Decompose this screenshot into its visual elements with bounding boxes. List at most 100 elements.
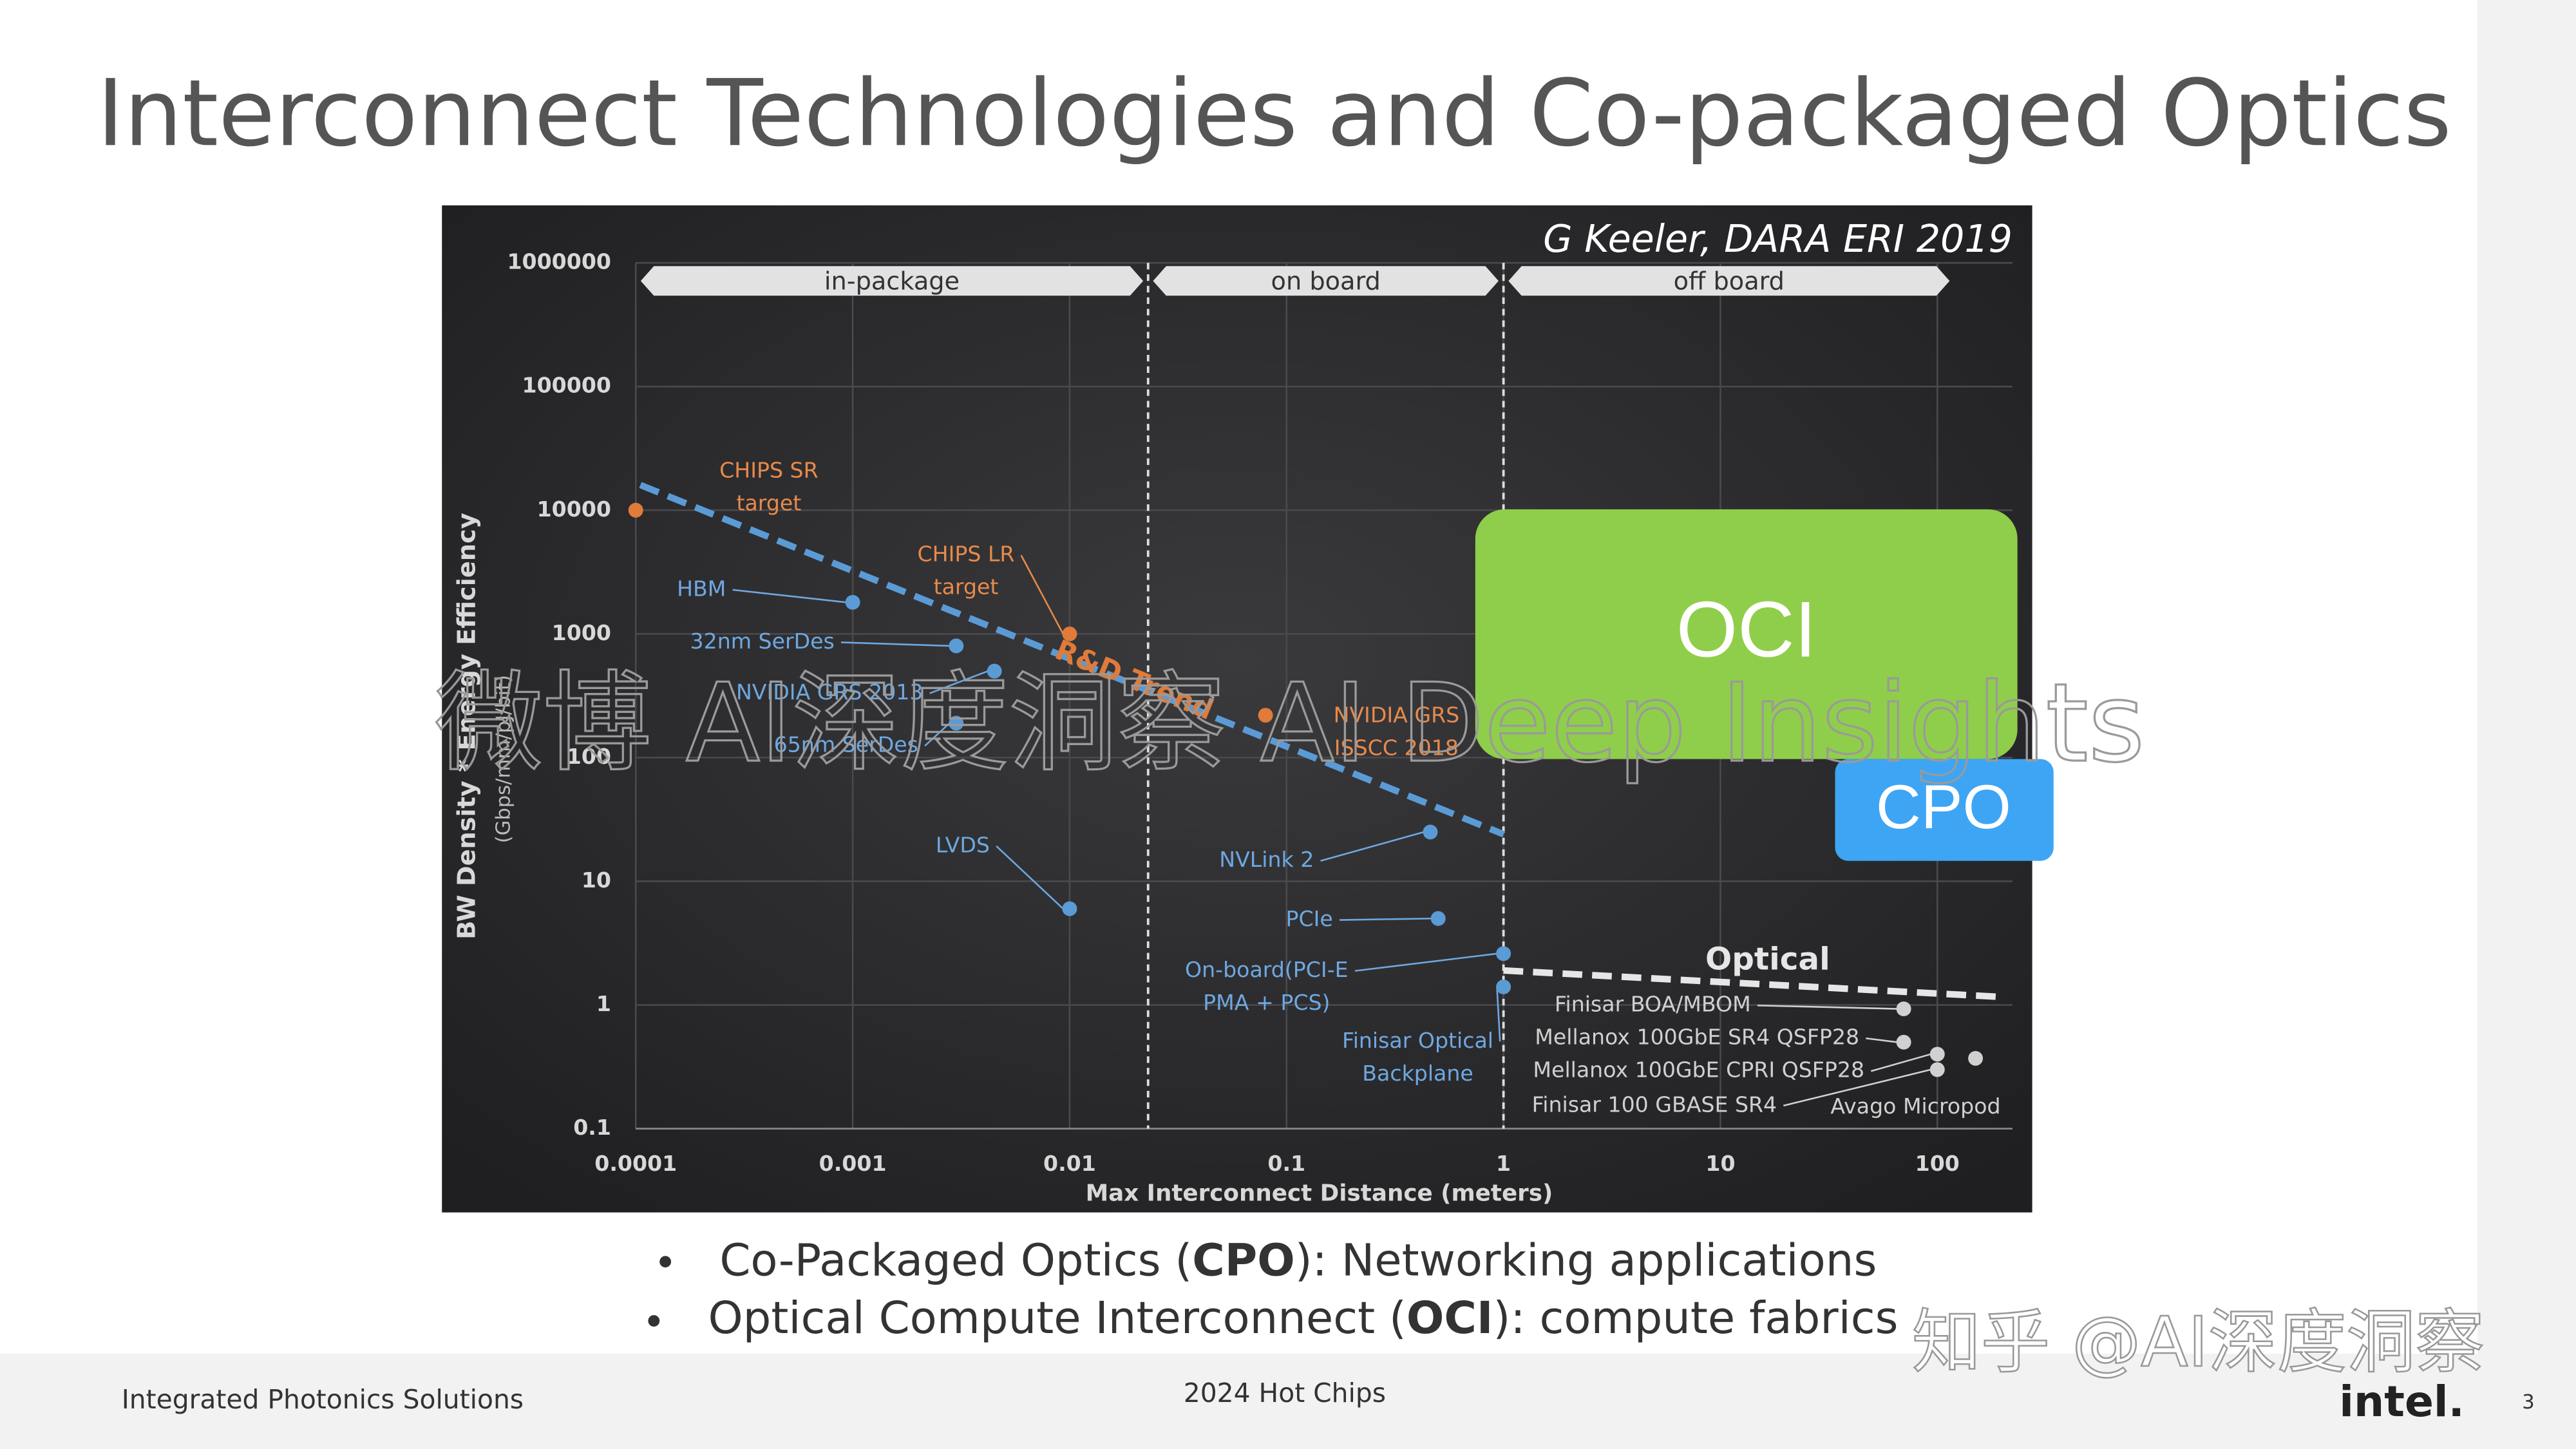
leader-line [1757,1004,1897,1010]
y-tick-label: 1000000 [507,249,611,274]
y-tick-label: 0.1 [573,1115,611,1140]
region-banner [1153,266,1499,296]
watermark: 微博 AI深度洞察 AI Deep Insights [435,660,2145,786]
point-label: CHIPS SR [719,458,819,483]
side-strip [2477,0,2576,1449]
data-point [1062,901,1077,916]
leader-line [1340,917,1432,921]
point-label: HBM [677,576,726,601]
y-axis-label: BW Density * Energy Efficiency [453,513,482,939]
data-point [1968,1050,1984,1066]
data-point [1496,946,1511,961]
point-label: NVIDIA GRS [1334,703,1460,728]
watermark: 知乎 @AI深度洞察 [1912,1303,2485,1383]
leader-line [841,641,950,647]
data-point [949,715,964,731]
plot: 0.1 1 10 100 1000 10000 100000 1000000 0.0001 0.0… [507,249,2012,1176]
trend-line [639,482,1505,838]
region-label: off board [1674,267,1785,296]
chart-source: G Keeler, DARA ERI 2019 [1543,217,2012,261]
point-label: ISSCC 2018 [1334,735,1459,761]
y-tick-label: 1 [596,991,611,1016]
point-label: Backplane [1362,1061,1473,1086]
bullet-text: OCI [1406,1293,1493,1344]
x-tick-label: 0.0001 [594,1151,677,1176]
point-label: 65nm SerDes [774,732,918,757]
bullet-dot [648,1315,660,1327]
leader-line [924,722,951,747]
y-axis-unit: (Gbps/mm/pJ/bit) [493,675,515,843]
footer-center: 2024 Hot Chips [1184,1378,1386,1408]
page-number: 3 [2522,1391,2534,1414]
trend-line [1503,967,2003,1001]
bullet-dot [659,1256,672,1268]
x-tick-label: 10 [1705,1151,1735,1176]
region-banner [640,266,1144,296]
data-point [1929,1062,1945,1077]
y-tick-label: 1000 [552,620,611,645]
data-point [845,594,860,610]
bullet-text: CPO [1192,1235,1295,1287]
point-label: Mellanox 100GbE SR4 QSFP28 [1535,1025,1859,1050]
leader-line [1496,987,1501,1042]
point-label: PMA + PCS) [1203,990,1330,1015]
bullet-text: ): Networking applications [1295,1235,1877,1287]
point-label: LVDS [936,832,990,857]
bullet: Optical Compute Interconnect (OCI): comp… [708,1293,1898,1344]
point-label: On-board(PCI-E [1185,957,1349,982]
data-point [1062,626,1077,641]
point-label: CHIPS LR [918,542,1015,567]
logo: intel. [2339,1376,2465,1426]
leader-line [732,589,847,603]
leader-line [1866,1037,1898,1043]
data-point [1896,1001,1911,1017]
bullet-text: Optical Compute Interconnect ( [708,1293,1406,1344]
region-label: on board [1271,267,1381,296]
region-label: in-package [824,267,960,296]
point-label: Finisar 100 GBASE SR4 [1532,1092,1777,1117]
data-point [1430,911,1446,926]
data-point [628,502,643,518]
footer-bar [0,1354,2576,1449]
footer-left: Integrated Photonics Solutions [122,1384,524,1415]
point-label: 32nm SerDes [690,629,835,654]
x-axis-label: Max Interconnect Distance (meters) [1086,1180,1553,1207]
leader-line [1870,1053,1931,1072]
y-tick-label: 10 [582,867,611,893]
trend-label: Optical [1705,941,1830,977]
point-label: target [934,574,999,600]
slide-title: Interconnect Technologies and Co-package… [97,59,2452,167]
point-label: Finisar Optical [1342,1028,1493,1053]
leader-line [1783,1068,1931,1107]
leader-line [1354,952,1497,972]
x-tick-label: 100 [1915,1151,1960,1176]
data-point [949,638,964,654]
oci-box [1475,509,2018,759]
point-label: Avago Micropod [1830,1094,2000,1119]
point-label: PCIe [1285,906,1332,931]
oci-label: OCI [1676,585,1817,674]
bullet-text: ): compute fabrics [1493,1293,1899,1344]
bullet: Co-Packaged Optics (CPO): Networking app… [719,1235,1877,1287]
y-tick-label: 100000 [522,373,611,398]
cpo-box [1835,759,2054,861]
x-tick-label: 0.01 [1043,1151,1096,1176]
leader-line [1020,554,1064,634]
data-point [1258,708,1273,723]
leader-line [996,845,1064,909]
data-point [1896,1034,1911,1050]
x-tick-label: 1 [1496,1151,1511,1176]
region-banner [1508,266,1950,296]
point-label: target [736,491,801,516]
cpo-label: CPO [1876,772,2011,842]
y-tick-label: 10000 [537,497,611,522]
point-label: Mellanox 100GbE CPRI QSFP28 [1533,1057,1864,1083]
data-point [1496,979,1511,994]
point-label: Finisar BOA/MBOM [1555,992,1751,1017]
point-label: NVLink 2 [1219,847,1314,872]
leader-line [1320,831,1425,862]
bullet-text: Co-Packaged Optics ( [719,1235,1192,1287]
data-point [1929,1046,1945,1062]
